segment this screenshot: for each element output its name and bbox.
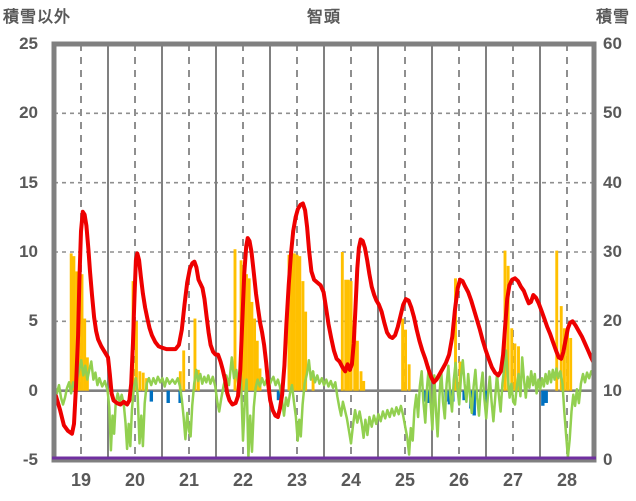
x-axis-day-label: 23 [286,470,308,490]
sunshine-bars [287,254,291,391]
right-axis-tick-label: 50 [603,103,622,123]
sunshine-bars [72,256,76,391]
x-axis-day-label: 19 [70,470,92,490]
x-axis-day-label: 28 [556,470,578,490]
sunshine-bars [566,331,569,391]
sunshine-bars [255,340,259,391]
x-axis-day-label: 26 [448,470,470,490]
sunshine-bars [253,318,257,391]
sunshine-bars [340,252,344,391]
sunshine-bars [407,364,411,391]
sunshine-bars [404,329,407,391]
right-axis-tick-label: 0 [603,450,613,469]
sunshine-bars [80,274,84,391]
chart-title: 智頭 [306,9,341,26]
sunshine-bars [141,372,145,391]
plot-border [51,41,597,463]
x-axis-day-label: 21 [178,470,200,490]
temperature-line [54,201,596,436]
x-axis-day-label: 22 [232,470,254,490]
left-axis-tick-label: -5 [22,450,38,469]
sunshine-bars [555,250,559,391]
sunshine-bars [304,311,308,391]
sunshine-bars [298,256,302,391]
right-axis-title: 積雪 [595,9,630,26]
snowfall-marks [276,390,281,401]
snowfall-marks [178,390,182,403]
sunshine-bars [562,328,566,391]
secondary-line [53,349,596,459]
sunshine-bars [559,306,563,391]
sunshine-bars [454,278,457,391]
sunshine-bars [569,337,573,391]
sunshine-bars [245,274,248,391]
sunshine-bars [344,279,348,391]
left-axis-tick-label: 5 [28,311,38,331]
sunshine-bars [292,253,296,391]
sunshine-bars [290,252,294,391]
left-axis-tick-label: 15 [19,172,38,192]
sunshine-bars [193,318,197,391]
sunshine-bars [362,380,366,391]
sunshine-bars [258,368,262,391]
snowfall-marks [472,390,476,416]
sunshine-bars [250,301,254,391]
sunshine-bars [135,321,138,391]
sunshine-bars [69,253,73,391]
sunshine-bars [233,249,237,391]
left-axis-tick-label: 0 [28,380,38,400]
x-axis-day-label: 25 [394,470,416,490]
snowfall-marks [166,390,170,403]
right-axis-tick-label: 30 [603,242,622,261]
snowfall-marks [544,390,548,403]
sunshine-bars [353,331,357,391]
sunshine-bars [311,371,315,391]
sunshine-bars [349,281,353,391]
sunshine-bars [359,371,363,391]
sunshine-bars [510,328,514,391]
sunshine-bars [346,279,350,391]
sunshine-bars [295,254,299,391]
sunshine-bars [513,343,517,391]
right-axis-tick-label: 20 [603,311,622,331]
snowfall-marks [149,390,154,402]
sunshine-bars [247,278,251,391]
sunshine-bars [355,340,359,391]
x-axis-day-label: 20 [124,470,146,490]
sunshine-bars [182,350,186,391]
left-axis-tick-label: 25 [19,34,38,53]
snowfall-marks [541,390,545,406]
right-axis-tick-label: 40 [603,172,622,192]
sunshine-bars [301,281,305,391]
sunshine-bars [138,371,142,391]
sunshine-bars [506,265,510,391]
x-axis-day-label: 24 [340,470,362,490]
sunshine-bars [83,318,87,391]
right-axis-tick-label: 10 [603,380,622,400]
sunshine-bars [178,371,182,391]
right-axis-tick-label: 60 [603,34,622,53]
snowfall-marks [462,390,466,401]
left-axis-title: 積雪以外 [3,9,72,26]
left-axis-tick-label: 10 [19,242,38,261]
left-axis-tick-label: 20 [19,103,38,123]
sunshine-bars [401,318,405,391]
sunshine-bars [517,346,520,391]
x-axis-day-label: 27 [502,470,524,490]
